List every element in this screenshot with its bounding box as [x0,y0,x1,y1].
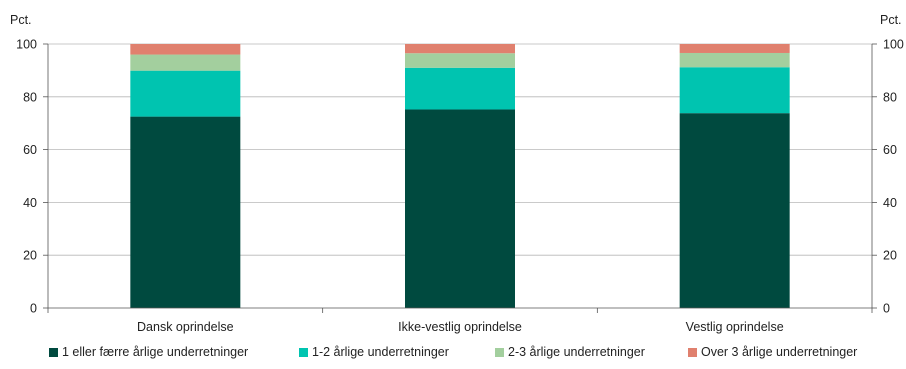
y-tick-label-right: 40 [883,196,897,210]
y-tick-label-left: 100 [16,38,37,52]
y-tick-label-right: 0 [883,302,890,316]
y-axis-label-right: Pct. [880,13,902,27]
y-tick-label-right: 60 [883,143,897,157]
bar-segment [679,44,790,53]
y-tick-label-right: 20 [883,249,897,263]
y-tick-label-left: 0 [30,302,37,316]
bar-segment [405,109,515,308]
axes: 0 0 20 20 40 40 60 60 80 80 100 100 Dansk oprindelse… [16,38,904,335]
y-tick-label-right: 80 [883,90,897,104]
bars [130,44,790,308]
bar-segment [405,53,515,68]
y-tick-label-left: 60 [23,143,37,157]
legend: 1 eller færre årlige underretninger 1-2 å… [0,345,906,365]
y-tick-label-left: 80 [23,90,37,104]
legend-item: Over 3 årlige underretninger [688,345,857,359]
legend-label: 2-3 årlige underretninger [508,345,645,359]
bar-segment [405,44,515,54]
bar-segment [130,70,241,117]
x-tick-label: Dansk oprindelse [137,320,234,334]
legend-label: 1 eller færre årlige underretninger [62,345,249,359]
bar-segment [130,116,241,308]
legend-item: 1 eller færre årlige underretninger [49,345,248,359]
y-axis-label-left: Pct. [10,13,32,27]
bar-segment [679,67,790,114]
legend-swatch [49,347,58,357]
y-tick-label-left: 40 [23,196,37,210]
bar-segment [130,44,241,55]
bar-segment [679,113,790,308]
x-tick-label: Ikke-vestlig oprindelse [398,320,522,334]
legend-swatch [299,347,308,357]
y-tick-label-left: 20 [23,249,37,263]
bar-segment [405,67,515,110]
legend-label: Over 3 årlige underretninger [701,345,858,359]
legend-label: 1-2 årlige underretninger [312,345,449,359]
legend-swatch [688,347,697,357]
legend-item: 2-3 årlige underretninger [495,345,645,359]
x-tick-label: Vestlig oprindelse [686,320,784,334]
legend-item: 1-2 årlige underretninger [299,345,449,359]
legend-swatch [495,347,504,357]
y-tick-label-right: 100 [883,38,904,52]
bar-segment [679,52,790,68]
bar-segment [130,54,241,71]
